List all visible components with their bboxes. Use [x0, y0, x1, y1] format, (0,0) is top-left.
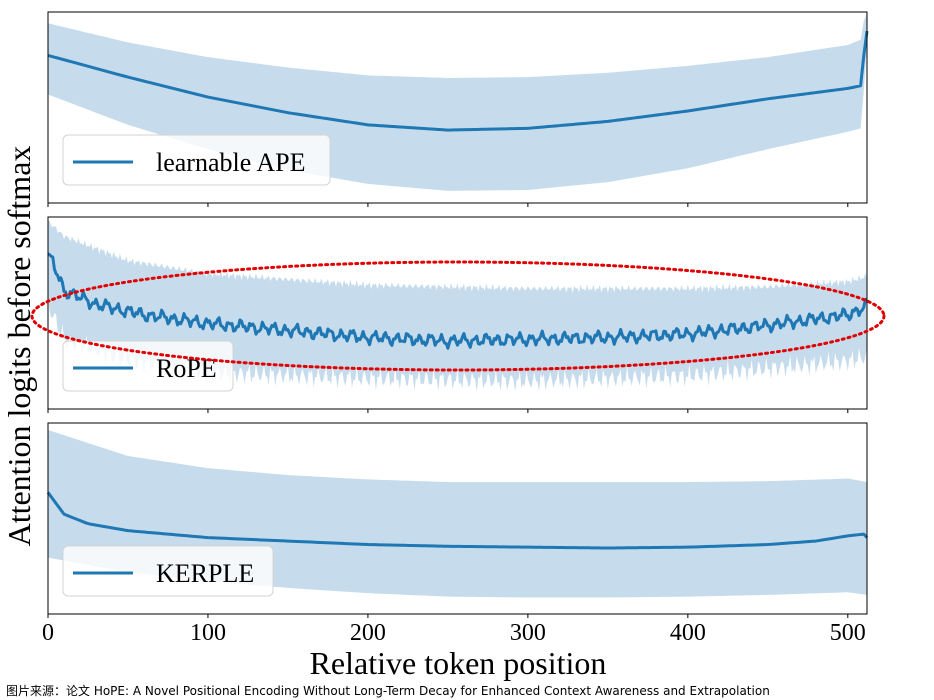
line-rope — [47, 252, 869, 350]
legend-box — [62, 340, 234, 392]
image-source-caption: 图片来源：论文 HoPE: A Novel Positional Encodin… — [6, 684, 770, 698]
x-tick-label: 300 — [510, 620, 546, 646]
legend-kerple: KERPLE — [62, 545, 274, 597]
y-axis-label: Attention logits before softmax — [1, 146, 37, 547]
panel-rope: RoPE — [30, 216, 886, 410]
x-tick-label: 0 — [42, 620, 54, 646]
legend-box — [62, 545, 274, 597]
axes-frame-kerple — [47, 422, 868, 615]
legend-box — [62, 134, 331, 186]
axes-frame-learnable-ape — [47, 11, 868, 204]
legend-learnable-ape: learnable APE — [62, 134, 331, 186]
panel-learnable-ape: learnable APE — [47, 11, 869, 204]
line-learnable-ape — [47, 30, 869, 132]
x-tick-label: 400 — [670, 620, 706, 646]
x-ticks: 0 100 200 300 400 500 — [42, 203, 866, 646]
x-tick-label: 100 — [190, 620, 226, 646]
panel-kerple: KERPLE — [46, 422, 869, 615]
legend-label-kerple: KERPLE — [156, 559, 254, 588]
line-kerple — [46, 491, 869, 550]
highlight-ellipse — [30, 260, 886, 372]
x-tick-label: 500 — [830, 620, 866, 646]
legend-label-learnable-ape: learnable APE — [156, 148, 305, 177]
x-axis-label: Relative token position — [310, 645, 607, 681]
axes-frame-rope — [47, 216, 868, 410]
x-tick-label: 200 — [350, 620, 386, 646]
band-rope — [48, 220, 867, 393]
legend-rope: RoPE — [62, 340, 234, 392]
